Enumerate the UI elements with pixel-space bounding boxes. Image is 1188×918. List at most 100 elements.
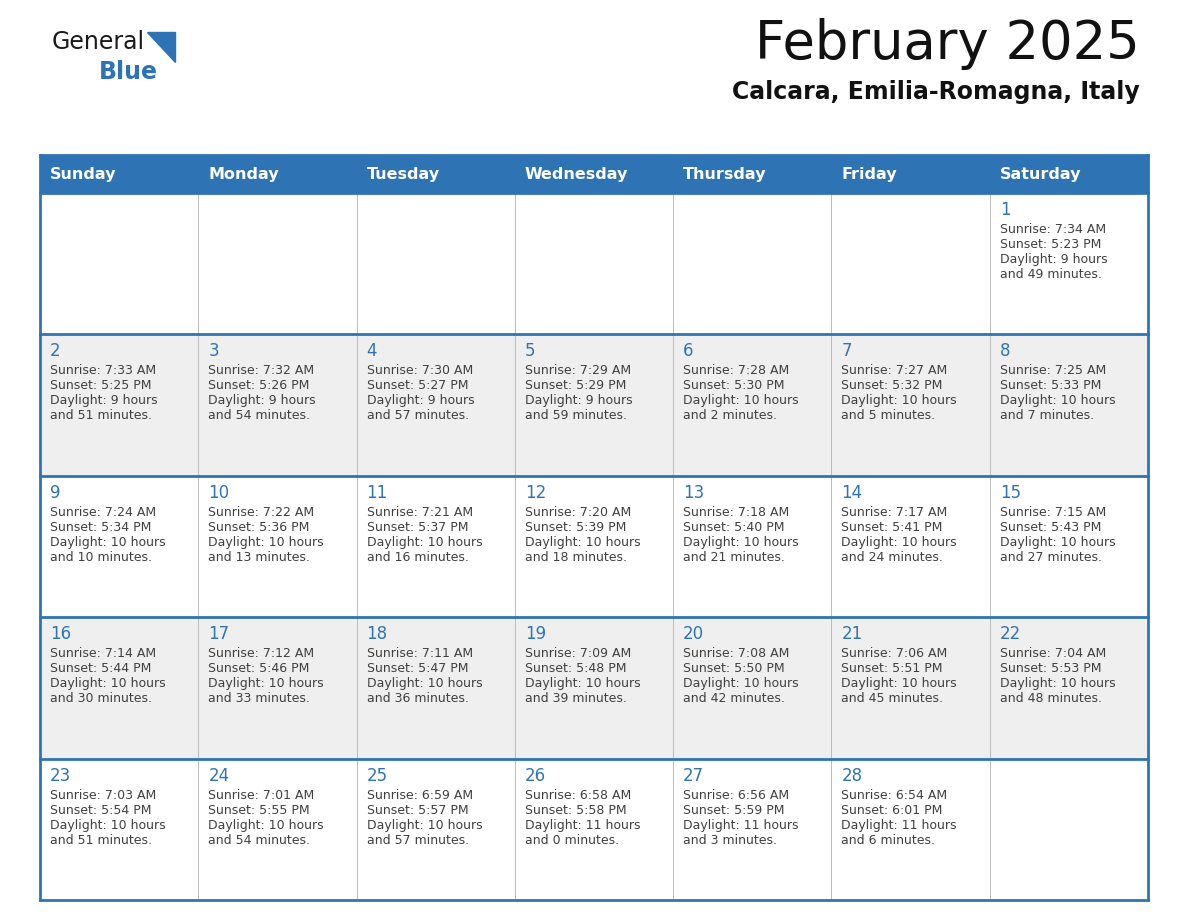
Text: and 2 minutes.: and 2 minutes. [683,409,777,422]
Text: 5: 5 [525,342,536,361]
Text: Daylight: 9 hours: Daylight: 9 hours [1000,253,1107,266]
Text: Sunrise: 6:56 AM: Sunrise: 6:56 AM [683,789,789,801]
Text: Daylight: 10 hours: Daylight: 10 hours [208,819,324,832]
Text: Daylight: 10 hours: Daylight: 10 hours [525,677,640,690]
Text: Daylight: 10 hours: Daylight: 10 hours [683,395,798,408]
Text: Sunrise: 7:17 AM: Sunrise: 7:17 AM [841,506,948,519]
Bar [40,334,1148,476]
Text: 12: 12 [525,484,546,502]
Text: Sunrise: 7:14 AM: Sunrise: 7:14 AM [50,647,156,660]
Text: Sunrise: 7:32 AM: Sunrise: 7:32 AM [208,364,315,377]
Text: and 36 minutes.: and 36 minutes. [367,692,468,705]
Text: Daylight: 10 hours: Daylight: 10 hours [1000,536,1116,549]
Text: 24: 24 [208,767,229,785]
Text: Tuesday: Tuesday [367,166,440,182]
Text: Friday: Friday [841,166,897,182]
Text: 10: 10 [208,484,229,502]
Polygon shape [147,32,175,62]
Text: and 42 minutes.: and 42 minutes. [683,692,785,705]
Text: and 3 minutes.: and 3 minutes. [683,834,777,846]
Text: 23: 23 [50,767,71,785]
Text: Sunset: 5:57 PM: Sunset: 5:57 PM [367,803,468,817]
Text: and 33 minutes.: and 33 minutes. [208,692,310,705]
Text: 1: 1 [1000,201,1010,219]
Text: Wednesday: Wednesday [525,166,628,182]
Text: Daylight: 10 hours: Daylight: 10 hours [841,536,958,549]
Text: 4: 4 [367,342,377,361]
Text: and 13 minutes.: and 13 minutes. [208,551,310,564]
Text: 17: 17 [208,625,229,644]
Text: and 5 minutes.: and 5 minutes. [841,409,936,422]
Text: Sunrise: 7:09 AM: Sunrise: 7:09 AM [525,647,631,660]
Text: Sunrise: 6:54 AM: Sunrise: 6:54 AM [841,789,948,801]
Text: and 59 minutes.: and 59 minutes. [525,409,627,422]
Text: Sunset: 5:44 PM: Sunset: 5:44 PM [50,662,151,676]
Text: and 16 minutes.: and 16 minutes. [367,551,468,564]
Text: and 49 minutes.: and 49 minutes. [1000,268,1101,281]
Text: Sunset: 5:23 PM: Sunset: 5:23 PM [1000,238,1101,251]
Text: Daylight: 10 hours: Daylight: 10 hours [208,677,324,690]
Text: and 0 minutes.: and 0 minutes. [525,834,619,846]
Text: Daylight: 10 hours: Daylight: 10 hours [367,536,482,549]
Text: Sunset: 5:59 PM: Sunset: 5:59 PM [683,803,784,817]
Text: Daylight: 10 hours: Daylight: 10 hours [50,536,165,549]
Text: 16: 16 [50,625,71,644]
Text: and 54 minutes.: and 54 minutes. [208,834,310,846]
Text: Sunrise: 6:59 AM: Sunrise: 6:59 AM [367,789,473,801]
Text: Daylight: 10 hours: Daylight: 10 hours [1000,395,1116,408]
Text: Sunrise: 7:08 AM: Sunrise: 7:08 AM [683,647,790,660]
Text: Daylight: 11 hours: Daylight: 11 hours [683,819,798,832]
Text: Sunset: 5:50 PM: Sunset: 5:50 PM [683,662,785,676]
Text: Sunset: 5:29 PM: Sunset: 5:29 PM [525,379,626,392]
Text: Daylight: 10 hours: Daylight: 10 hours [1000,677,1116,690]
Text: Sunset: 5:26 PM: Sunset: 5:26 PM [208,379,310,392]
Text: 6: 6 [683,342,694,361]
Text: Daylight: 10 hours: Daylight: 10 hours [841,677,958,690]
Text: Sunrise: 7:11 AM: Sunrise: 7:11 AM [367,647,473,660]
Text: Sunset: 5:36 PM: Sunset: 5:36 PM [208,521,310,533]
Text: Daylight: 10 hours: Daylight: 10 hours [50,819,165,832]
Text: 11: 11 [367,484,387,502]
Text: Daylight: 9 hours: Daylight: 9 hours [50,395,158,408]
Text: Monday: Monday [208,166,279,182]
Text: 26: 26 [525,767,546,785]
Text: Calcara, Emilia-Romagna, Italy: Calcara, Emilia-Romagna, Italy [732,80,1140,104]
Text: 19: 19 [525,625,546,644]
Text: Sunrise: 7:21 AM: Sunrise: 7:21 AM [367,506,473,519]
Bar [40,617,1148,758]
Text: Sunrise: 7:03 AM: Sunrise: 7:03 AM [50,789,157,801]
Text: 9: 9 [50,484,61,502]
Text: Sunrise: 7:29 AM: Sunrise: 7:29 AM [525,364,631,377]
Text: and 24 minutes.: and 24 minutes. [841,551,943,564]
Text: Sunset: 5:34 PM: Sunset: 5:34 PM [50,521,151,533]
Text: Sunrise: 7:30 AM: Sunrise: 7:30 AM [367,364,473,377]
Text: Sunrise: 7:22 AM: Sunrise: 7:22 AM [208,506,315,519]
Text: 25: 25 [367,767,387,785]
Text: Daylight: 10 hours: Daylight: 10 hours [367,677,482,690]
Text: 15: 15 [1000,484,1020,502]
Text: Daylight: 9 hours: Daylight: 9 hours [208,395,316,408]
Text: Daylight: 10 hours: Daylight: 10 hours [683,677,798,690]
Bar [40,155,1148,193]
Text: Sunrise: 6:58 AM: Sunrise: 6:58 AM [525,789,631,801]
Text: and 54 minutes.: and 54 minutes. [208,409,310,422]
Text: and 10 minutes.: and 10 minutes. [50,551,152,564]
Text: and 48 minutes.: and 48 minutes. [1000,692,1101,705]
Text: Daylight: 10 hours: Daylight: 10 hours [208,536,324,549]
Text: Sunrise: 7:33 AM: Sunrise: 7:33 AM [50,364,156,377]
Text: Sunrise: 7:25 AM: Sunrise: 7:25 AM [1000,364,1106,377]
Text: 14: 14 [841,484,862,502]
Text: Sunrise: 7:27 AM: Sunrise: 7:27 AM [841,364,948,377]
Text: General: General [52,30,145,54]
Text: 27: 27 [683,767,704,785]
Text: Sunset: 6:01 PM: Sunset: 6:01 PM [841,803,943,817]
Text: Sunset: 5:27 PM: Sunset: 5:27 PM [367,379,468,392]
Text: February 2025: February 2025 [756,18,1140,70]
Text: Daylight: 11 hours: Daylight: 11 hours [525,819,640,832]
Text: Daylight: 10 hours: Daylight: 10 hours [841,395,958,408]
Text: Daylight: 11 hours: Daylight: 11 hours [841,819,956,832]
Text: 22: 22 [1000,625,1020,644]
Bar [40,193,1148,334]
Text: Sunrise: 7:12 AM: Sunrise: 7:12 AM [208,647,315,660]
Text: Daylight: 9 hours: Daylight: 9 hours [367,395,474,408]
